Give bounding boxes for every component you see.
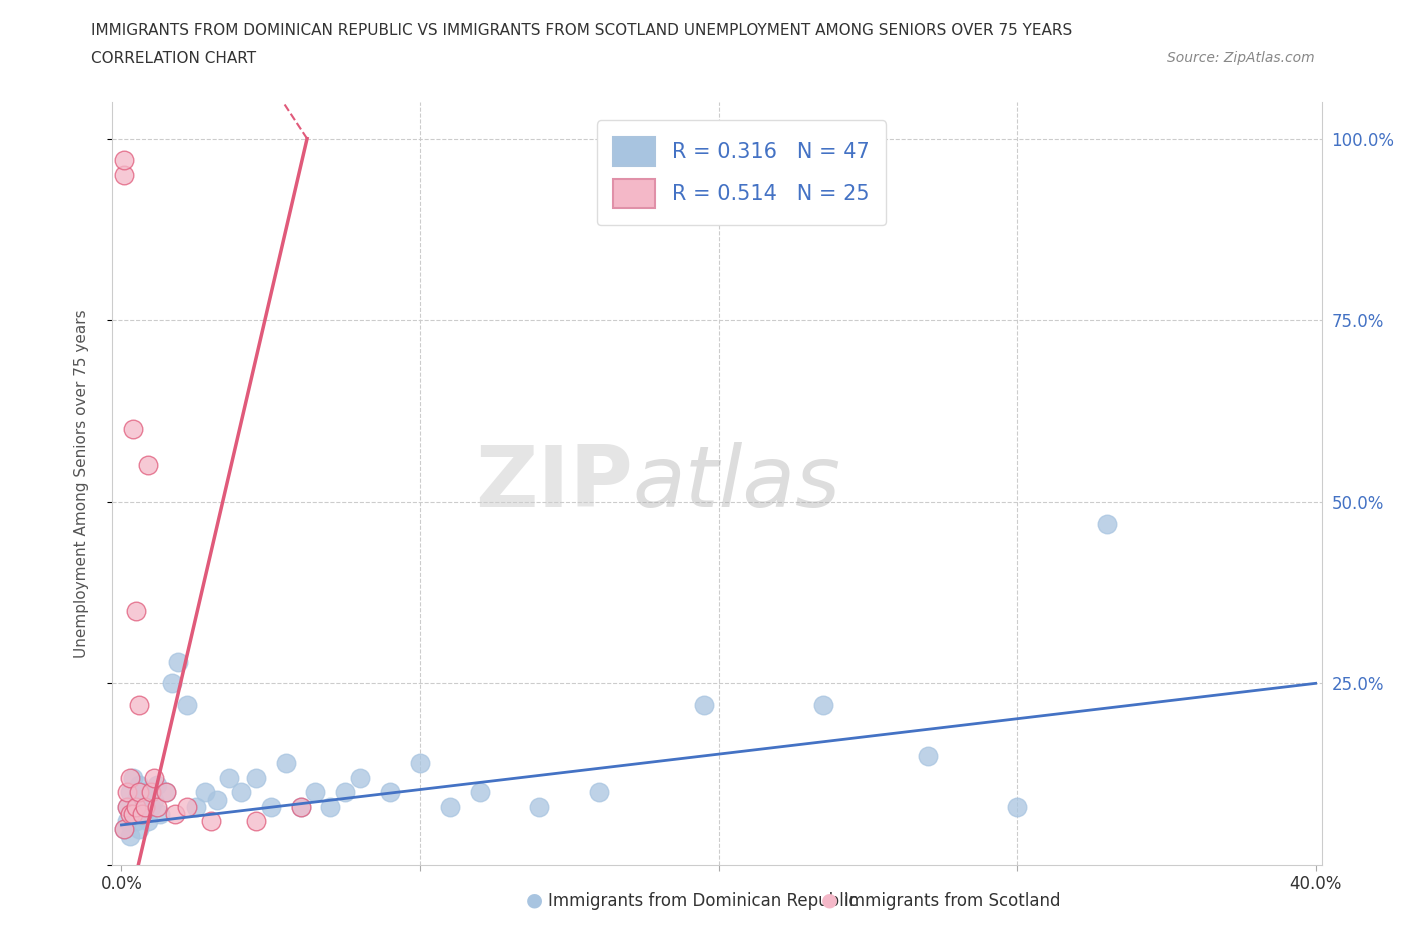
- Point: [245, 770, 267, 785]
- Point: [120, 770, 142, 785]
- Text: ●: ●: [526, 891, 543, 910]
- Point: [117, 785, 139, 800]
- Point: [229, 785, 252, 800]
- Point: [335, 785, 357, 800]
- Point: [136, 458, 159, 472]
- Point: [122, 806, 145, 821]
- Point: [290, 800, 312, 815]
- Point: [194, 785, 217, 800]
- Point: [176, 800, 198, 815]
- Point: [141, 785, 163, 800]
- Legend: R = 0.316   N = 47, R = 0.514   N = 25: R = 0.316 N = 47, R = 0.514 N = 25: [596, 120, 886, 225]
- Point: [218, 770, 240, 785]
- Text: ZIP: ZIP: [475, 442, 633, 525]
- Point: [128, 777, 150, 792]
- Point: [588, 785, 610, 800]
- Point: [167, 654, 190, 669]
- Point: [205, 792, 228, 807]
- Point: [120, 806, 142, 821]
- Point: [125, 604, 148, 618]
- Point: [143, 792, 166, 807]
- Text: CORRELATION CHART: CORRELATION CHART: [91, 51, 256, 66]
- Point: [155, 785, 177, 800]
- Y-axis label: Unemployment Among Seniors over 75 years: Unemployment Among Seniors over 75 years: [75, 310, 89, 658]
- Point: [120, 785, 142, 800]
- Point: [136, 814, 159, 829]
- Point: [112, 821, 135, 836]
- Text: ●: ●: [821, 891, 838, 910]
- Text: Source: ZipAtlas.com: Source: ZipAtlas.com: [1167, 51, 1315, 65]
- Point: [128, 785, 150, 800]
- Point: [131, 806, 153, 821]
- Point: [131, 806, 153, 821]
- Point: [165, 806, 187, 821]
- Point: [468, 785, 491, 800]
- Point: [378, 785, 401, 800]
- Point: [128, 698, 150, 712]
- Point: [122, 421, 145, 436]
- Text: Immigrants from Dominican Republic: Immigrants from Dominican Republic: [548, 892, 858, 910]
- Point: [122, 806, 145, 821]
- Point: [122, 770, 145, 785]
- Point: [155, 785, 177, 800]
- Point: [304, 785, 326, 800]
- Point: [260, 800, 283, 815]
- Point: [125, 800, 148, 815]
- Point: [184, 800, 207, 815]
- Point: [134, 785, 156, 800]
- Point: [529, 800, 551, 815]
- Point: [120, 829, 142, 844]
- Text: atlas: atlas: [633, 442, 841, 525]
- Point: [125, 814, 148, 829]
- Point: [143, 770, 166, 785]
- Point: [349, 770, 371, 785]
- Point: [160, 676, 183, 691]
- Point: [200, 814, 222, 829]
- Point: [245, 814, 267, 829]
- Point: [274, 756, 297, 771]
- Point: [117, 800, 139, 815]
- Point: [439, 800, 461, 815]
- Point: [131, 800, 153, 815]
- Point: [1005, 800, 1028, 815]
- Point: [319, 800, 342, 815]
- Point: [409, 756, 432, 771]
- Point: [125, 792, 148, 807]
- Point: [1095, 516, 1118, 531]
- Point: [141, 800, 163, 815]
- Point: [112, 153, 135, 167]
- Point: [117, 800, 139, 815]
- Point: [290, 800, 312, 815]
- Point: [134, 800, 156, 815]
- Point: [692, 698, 714, 712]
- Text: Immigrants from Scotland: Immigrants from Scotland: [844, 892, 1060, 910]
- Point: [117, 814, 139, 829]
- Point: [112, 821, 135, 836]
- Text: IMMIGRANTS FROM DOMINICAN REPUBLIC VS IMMIGRANTS FROM SCOTLAND UNEMPLOYMENT AMON: IMMIGRANTS FROM DOMINICAN REPUBLIC VS IM…: [91, 23, 1073, 38]
- Point: [128, 821, 150, 836]
- Point: [176, 698, 198, 712]
- Point: [149, 806, 172, 821]
- Point: [146, 777, 169, 792]
- Point: [811, 698, 834, 712]
- Point: [146, 800, 169, 815]
- Point: [917, 749, 939, 764]
- Point: [112, 167, 135, 182]
